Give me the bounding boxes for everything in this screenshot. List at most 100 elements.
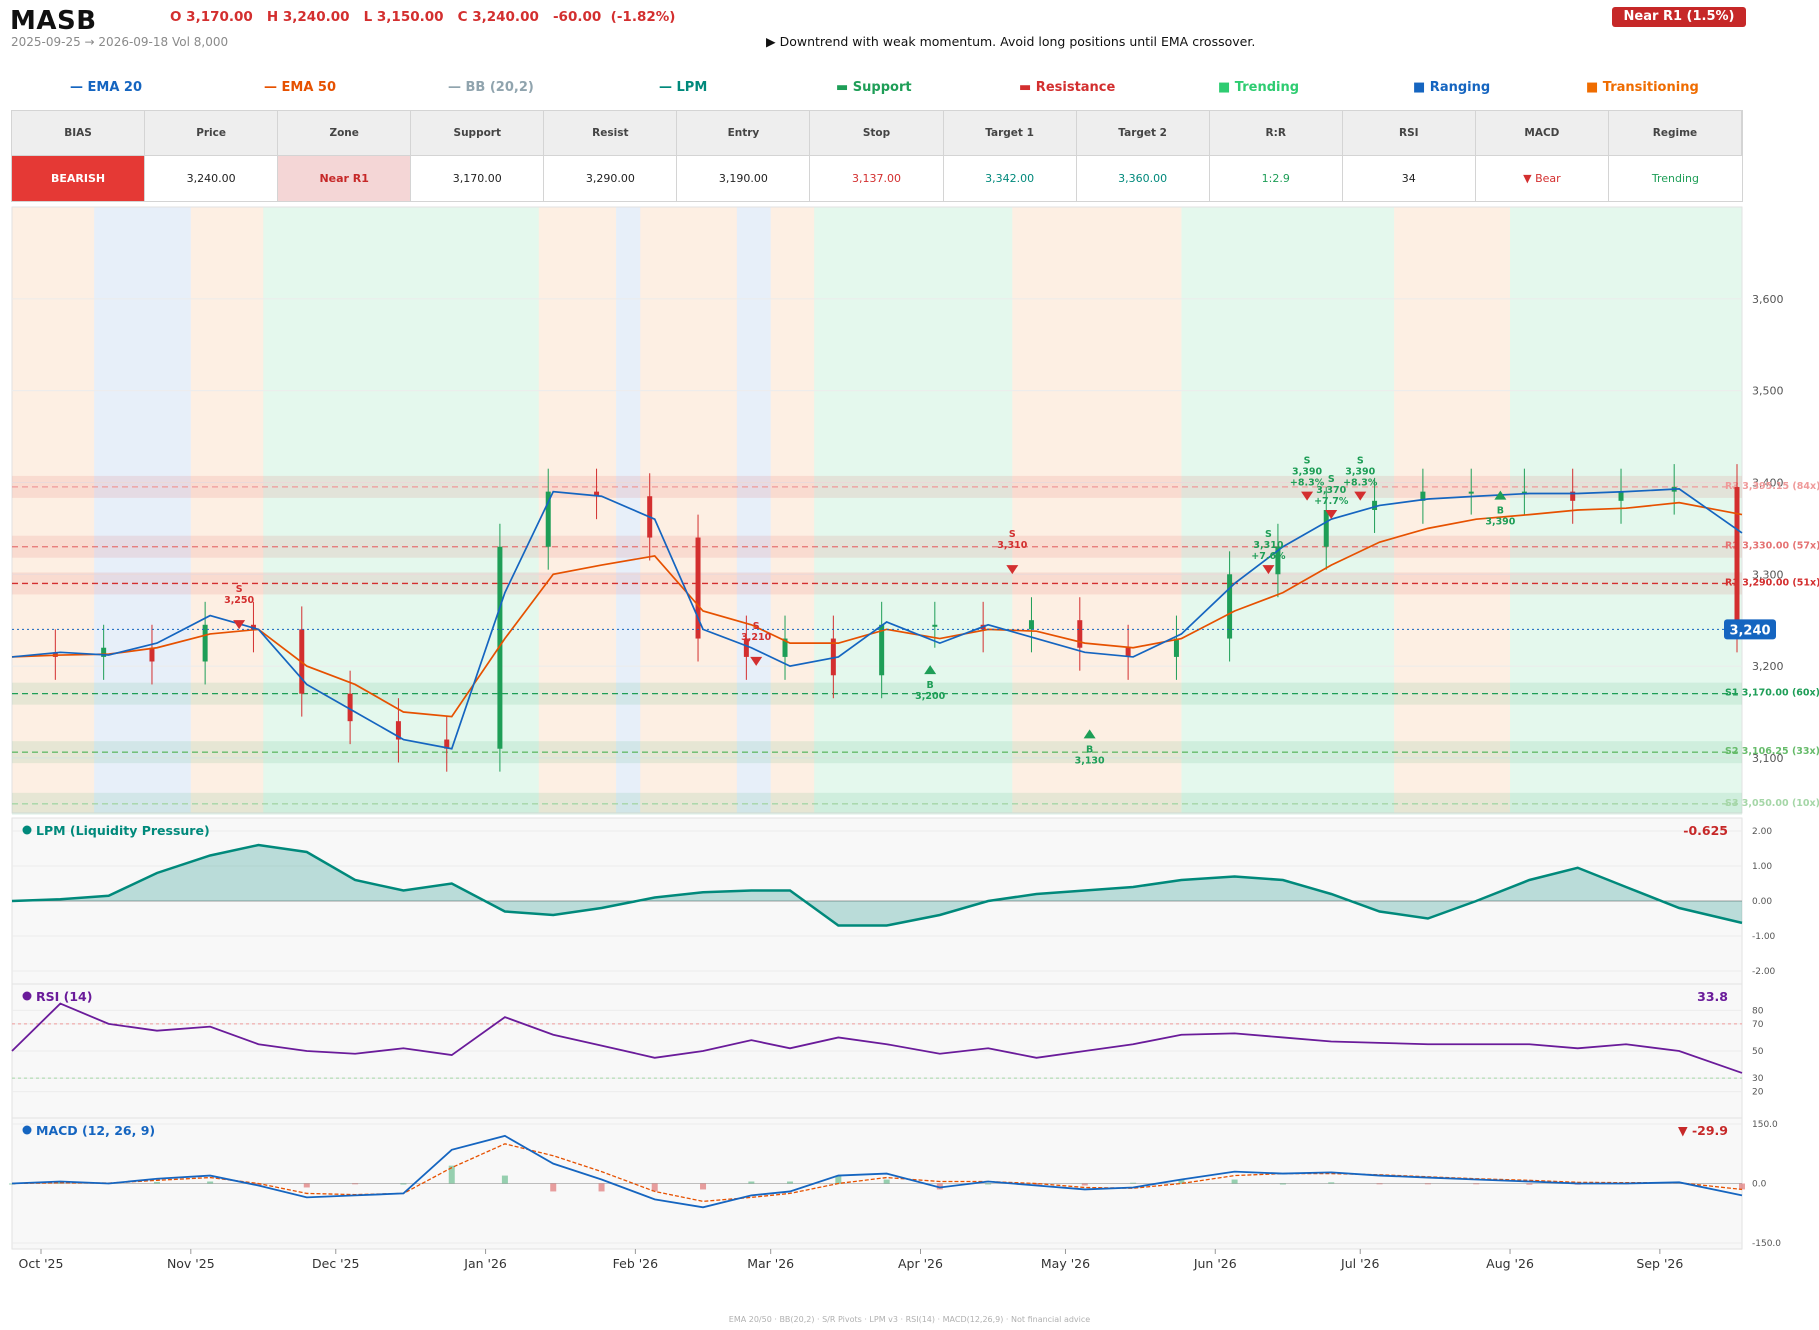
- legend-ema20: — EMA 20: [70, 80, 143, 95]
- macd-histogram-bar: [883, 1179, 890, 1184]
- candle-body: [1734, 487, 1740, 630]
- macd-histogram-bar: [352, 1183, 359, 1185]
- regime-band: [94, 207, 191, 813]
- table-header-cell: Regime: [1608, 111, 1742, 156]
- macd-histogram-bar: [1473, 1183, 1480, 1185]
- signal-pct: +7.7%: [1314, 496, 1349, 507]
- footer-note: EMA 20/50 · BB(20,2) · S/R Pivots · LPM …: [728, 1315, 1091, 1324]
- x-tick-label: Dec '25: [312, 1256, 360, 1271]
- table-header-cell: RSI: [1342, 111, 1476, 156]
- chart-legend: — EMA 20 — EMA 50 — BB (20,2) — LPM ▬ Su…: [0, 80, 1740, 100]
- signal-pct: +8.3%: [1290, 478, 1325, 489]
- candle-body: [1570, 491, 1576, 501]
- macd-histogram-bar: [835, 1175, 842, 1184]
- signal-side: S: [753, 621, 760, 632]
- macd-histogram-bar: [550, 1183, 557, 1192]
- candle-body: [594, 491, 600, 497]
- indicator-tick-label: -2.00: [1752, 967, 1776, 977]
- signal-side: S: [1265, 529, 1272, 540]
- table-header-cell: R:R: [1209, 111, 1343, 156]
- legend-bb: — BB (20,2): [448, 80, 534, 95]
- x-tick-label: Mar '26: [747, 1256, 794, 1271]
- level-label: S3 3,050.00 (10x): [1725, 798, 1819, 809]
- price-plot-frame: [11, 206, 1743, 814]
- macd-histogram-bar: [1424, 1183, 1431, 1185]
- candle-body: [695, 537, 701, 639]
- entry-cell: 3,190.00: [677, 156, 811, 201]
- signal-pct: +7.6%: [1251, 551, 1286, 562]
- trade-summary-table: BIAS Price Zone Support Resist Entry Sto…: [11, 110, 1743, 202]
- signal-side: S: [1304, 456, 1311, 467]
- signal-side: S: [1357, 456, 1364, 467]
- x-tick-label: May '26: [1041, 1256, 1090, 1271]
- candle-body: [830, 638, 836, 676]
- candle-body: [1521, 491, 1527, 494]
- sell-arrow-icon: [1354, 491, 1367, 501]
- last-price-value: 3,240: [1729, 623, 1770, 638]
- x-tick-label: Aug '26: [1486, 1256, 1534, 1271]
- x-tick-label: Oct '25: [19, 1256, 64, 1271]
- regime-band: [770, 207, 815, 813]
- table-header-cell: MACD: [1475, 111, 1609, 156]
- table-header-cell: Target 2: [1076, 111, 1210, 156]
- last-price-tag: [1724, 619, 1776, 640]
- indicator-title: MACD (12, 26, 9): [36, 1123, 155, 1138]
- x-tick-label: Jul '26: [1340, 1256, 1379, 1271]
- x-tick-label: Feb '26: [613, 1256, 658, 1271]
- regime-band: [12, 207, 95, 813]
- level-label: S1 3,170.00 (60x): [1725, 688, 1819, 699]
- regime-cell: Trending: [1608, 156, 1742, 201]
- macd-histogram-bar: [936, 1183, 943, 1190]
- macd-histogram-bar: [448, 1165, 455, 1184]
- x-tick-label: Apr '26: [898, 1256, 943, 1271]
- sell-arrow-icon: [1262, 565, 1275, 575]
- candle-body: [1323, 510, 1329, 547]
- regime-band: [1394, 207, 1511, 813]
- level-label: R1 3,290.00 (51x): [1725, 577, 1819, 588]
- macd-histogram-bar: [1130, 1182, 1137, 1184]
- indicator-last-value: -0.625: [1683, 823, 1728, 838]
- price-tick-label: 3,200: [1752, 660, 1784, 673]
- candle-body: [879, 624, 885, 676]
- candle-body: [1618, 491, 1624, 501]
- macd-histogram-bar: [1376, 1183, 1383, 1185]
- regime-band: [640, 207, 737, 813]
- price-tick-label: 3,100: [1752, 752, 1784, 765]
- signal-price: 3,390: [1345, 467, 1375, 478]
- sell-arrow-icon: [233, 620, 246, 630]
- legend-trending: ■ Trending: [1218, 80, 1300, 95]
- bias-cell: BEARISH: [12, 156, 146, 201]
- indicator-title: LPM (Liquidity Pressure): [36, 823, 210, 838]
- macd-histogram-bar: [501, 1175, 508, 1184]
- buy-arrow-icon: [1083, 729, 1096, 739]
- legend-support: ▬ Support: [836, 80, 912, 95]
- x-tick-label: Jun '26: [1193, 1256, 1237, 1271]
- candle-body: [1227, 574, 1233, 639]
- signal-price: 3,390: [1292, 467, 1322, 478]
- regime-band: [263, 207, 539, 813]
- candle-body: [545, 491, 551, 547]
- x-tick-label: Nov '25: [167, 1256, 215, 1271]
- indicator-tick-label: 20: [1752, 1088, 1764, 1098]
- table-header-cell: Stop: [810, 111, 944, 156]
- macd-line: [11, 1134, 1743, 1209]
- signal-price: 3,250: [224, 595, 254, 606]
- macd-histogram-bar: [9, 1183, 15, 1185]
- price-tick-label: 3,300: [1752, 568, 1784, 581]
- table-header-cell: Resist: [544, 111, 678, 156]
- candle-body: [782, 638, 788, 657]
- ema20-line: [11, 488, 1743, 750]
- signal-price: 3,390: [1485, 517, 1515, 528]
- macd-histogram-bar: [303, 1183, 310, 1188]
- table-header-cell: Target 1: [943, 111, 1077, 156]
- date-range-volume: 2025-09-25 → 2026-09-18 Vol 8,000: [11, 35, 229, 49]
- level-label: S2 3,106.25 (33x): [1725, 746, 1819, 757]
- candle-body: [1372, 500, 1378, 510]
- ema50-line: [11, 501, 1743, 718]
- candle-body: [1125, 647, 1131, 657]
- candle-body: [1468, 491, 1474, 494]
- level-label: R2 3,330.00 (57x): [1725, 541, 1819, 552]
- resist-cell: 3,290.00: [544, 156, 678, 201]
- candle-body: [444, 739, 450, 749]
- indicator-dot-icon: [22, 825, 32, 835]
